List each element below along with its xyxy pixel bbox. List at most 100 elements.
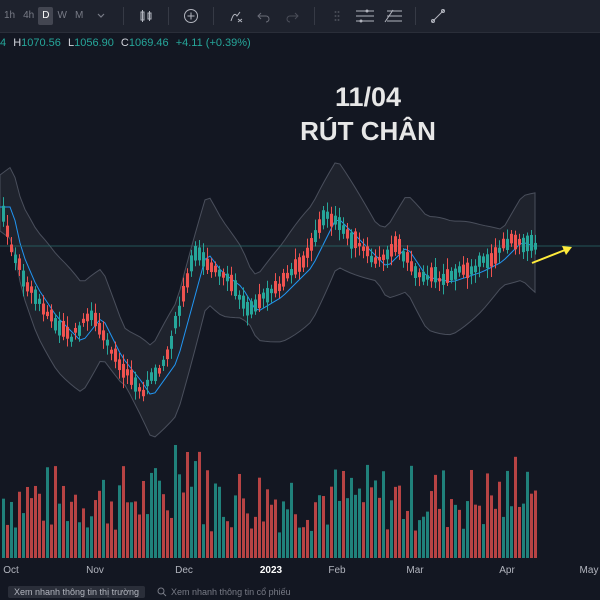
volume-bar [226, 521, 229, 558]
volume-bar [434, 474, 437, 558]
volume-bar [462, 528, 465, 558]
volume-bar [458, 509, 461, 558]
timeframe-w[interactable]: W [57, 10, 67, 21]
x-tick-label: Nov [86, 565, 104, 576]
volume-bar [218, 486, 221, 558]
close-value: 1069.46 [128, 37, 169, 49]
volume-bar [422, 516, 425, 558]
annotation-date: 11/04 [334, 82, 402, 112]
trend-arrow-head [562, 246, 572, 255]
volume-bar [230, 527, 233, 558]
candle-body [266, 288, 269, 303]
volume-bar [322, 496, 325, 558]
horizontal-lines-icon[interactable] [354, 5, 376, 27]
add-indicator-icon[interactable] [180, 5, 202, 27]
volume-bar [62, 485, 65, 558]
volume-bar [198, 451, 201, 558]
candle-body [130, 369, 133, 385]
low-label: L [67, 37, 75, 49]
candle-body [42, 303, 45, 315]
candle-body [358, 243, 361, 247]
volume-bar [66, 521, 69, 558]
candle-body [338, 217, 341, 231]
volume-bar [350, 477, 353, 558]
price-chart[interactable] [0, 33, 600, 560]
volume-bar [282, 501, 285, 558]
candle-body [410, 261, 413, 272]
candle-body [106, 339, 109, 346]
candle-body [302, 255, 305, 268]
volume-bar [182, 492, 185, 558]
volume-bar [34, 485, 37, 558]
stock-search-label: Xem nhanh thông tin cổ phiếu [171, 587, 291, 597]
candle-body [386, 249, 389, 260]
candle-body [494, 247, 497, 264]
trend-line-icon[interactable] [427, 5, 449, 27]
candle-body [394, 236, 397, 253]
indicators-icon[interactable] [225, 5, 247, 27]
candle-body [74, 327, 77, 333]
timeframe-1h[interactable]: 1h [4, 10, 16, 21]
x-tick-label: Feb [328, 565, 346, 576]
candle-body [222, 272, 225, 278]
trend-arrow [531, 249, 566, 264]
candle-body [114, 348, 117, 362]
candle-body [326, 211, 329, 219]
candle-body [82, 318, 85, 323]
candle-body [270, 288, 273, 294]
candle-body [198, 247, 201, 261]
candle-body [202, 252, 205, 267]
volume-bar [414, 530, 417, 558]
undo-icon[interactable] [253, 5, 275, 27]
volume-bar [442, 470, 445, 558]
candle-body [418, 272, 421, 278]
x-tick-label: Oct [3, 565, 19, 576]
candle-body [2, 205, 5, 222]
volume-bar [526, 471, 529, 558]
candle-body [286, 272, 289, 279]
candle-body [254, 299, 257, 312]
candle-body [78, 325, 81, 336]
candle-body [274, 281, 277, 294]
candle-body [170, 335, 173, 349]
candle-body [234, 280, 237, 297]
volume-bar [186, 451, 189, 558]
candle-body [322, 210, 325, 226]
timeframe-d[interactable]: D [38, 7, 54, 25]
volume-bar [334, 469, 337, 558]
candle-body [90, 310, 93, 321]
candle-body [506, 238, 509, 251]
market-info-button[interactable]: Xem nhanh thông tin thị trường [8, 586, 146, 598]
volume-bar [38, 493, 41, 558]
toolbar-divider [168, 7, 170, 25]
volume-bar [478, 505, 481, 558]
volume-bar [138, 514, 141, 558]
volume-bar [306, 519, 309, 558]
candle-body [298, 257, 301, 272]
candle-body [354, 231, 357, 249]
redo-icon[interactable] [281, 5, 303, 27]
timeframe-m[interactable]: M [74, 10, 84, 21]
volume-bar [374, 480, 377, 558]
candle-body [70, 336, 73, 342]
x-tick-label: Dec [175, 565, 193, 576]
volume-bar [354, 494, 357, 558]
volume-bar [158, 480, 161, 558]
timeframe-4h[interactable]: 4h [23, 10, 35, 21]
volume-bar [466, 501, 469, 558]
volume-bar [190, 486, 193, 558]
volume-bar [418, 520, 421, 558]
fib-lines-icon[interactable] [382, 5, 404, 27]
candle-body [6, 225, 9, 237]
chevron-down-icon[interactable] [90, 5, 112, 27]
volume-bar [278, 532, 281, 558]
stock-search[interactable]: Xem nhanh thông tin cổ phiếu [157, 587, 291, 597]
volume-bar [126, 502, 129, 558]
candles-icon[interactable] [135, 5, 157, 27]
candle-body [246, 301, 249, 316]
candle-body [138, 387, 141, 392]
volume-bar [6, 524, 9, 558]
candle-body [278, 283, 281, 292]
drag-handle-icon[interactable] [326, 5, 348, 27]
volume-bar [326, 524, 329, 558]
